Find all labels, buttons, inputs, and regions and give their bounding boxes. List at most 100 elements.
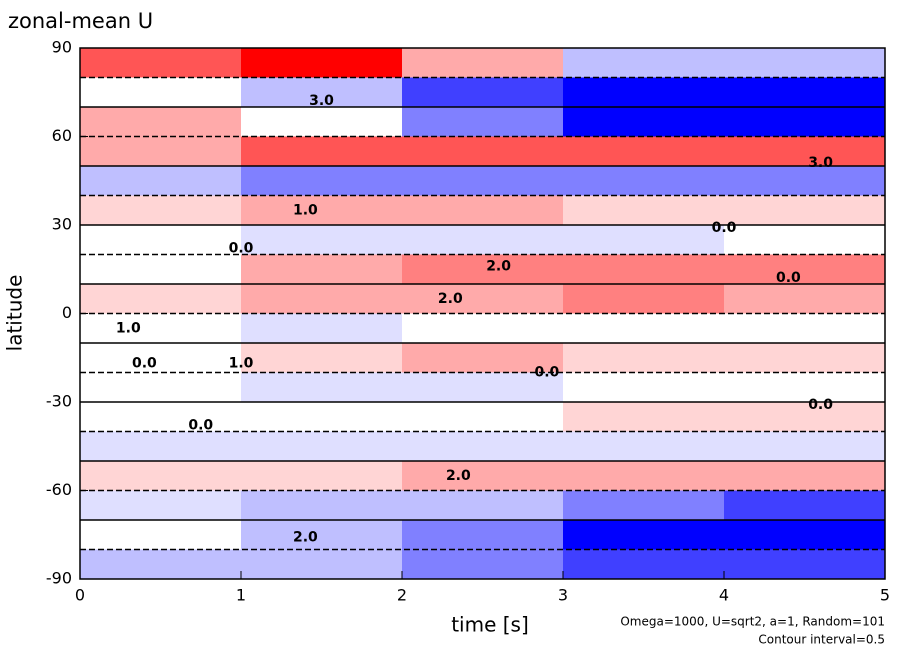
cell — [80, 225, 242, 255]
cell — [724, 520, 886, 550]
cell — [563, 461, 725, 491]
cell — [80, 549, 242, 580]
note: Contour interval=0.5 — [758, 633, 885, 647]
cell — [241, 313, 403, 344]
cell — [80, 136, 242, 167]
cell — [724, 48, 886, 78]
contour-label: 0.0 — [132, 356, 157, 372]
cell — [241, 520, 403, 550]
x-tick-label: 0 — [75, 586, 85, 605]
cell — [241, 284, 403, 314]
cell — [563, 343, 725, 373]
cell — [80, 372, 242, 403]
x-tick-label: 1 — [236, 586, 246, 605]
cell — [241, 195, 403, 226]
cell — [724, 431, 886, 462]
cell — [563, 48, 725, 78]
cell — [80, 77, 242, 108]
cell — [402, 343, 564, 373]
cell — [80, 402, 242, 432]
y-tick-label: 60 — [52, 126, 72, 145]
cell — [80, 48, 242, 78]
cell — [563, 313, 725, 344]
x-tick-label: 4 — [719, 586, 729, 605]
cell — [402, 107, 564, 137]
y-tick-label: 0 — [62, 303, 72, 322]
cell — [724, 77, 886, 108]
cell — [80, 195, 242, 226]
cell — [241, 225, 403, 255]
cell — [402, 77, 564, 108]
cell — [724, 549, 886, 580]
cell — [563, 490, 725, 521]
cell — [563, 284, 725, 314]
cell — [563, 136, 725, 167]
cell — [724, 136, 886, 167]
cell — [241, 402, 403, 432]
contour-label: 2.0 — [293, 530, 318, 546]
cell — [724, 402, 886, 432]
cell — [241, 107, 403, 137]
cell — [724, 372, 886, 403]
contour-label: 0.0 — [712, 220, 737, 236]
cell — [563, 549, 725, 580]
x-tick-label: 3 — [558, 586, 568, 605]
contour-label: 2.0 — [446, 468, 471, 484]
contour-label: 1.0 — [229, 356, 254, 372]
cell — [80, 313, 242, 344]
cell — [241, 254, 403, 285]
y-tick-label: 90 — [52, 38, 72, 57]
cell — [402, 254, 564, 285]
cell — [563, 77, 725, 108]
cell — [724, 107, 886, 137]
cell — [402, 136, 564, 167]
cell — [402, 166, 564, 196]
contour-label: 0.0 — [808, 397, 833, 413]
cell — [402, 225, 564, 255]
cell — [402, 402, 564, 432]
x-axis-label: time [s] — [451, 613, 529, 637]
cell — [563, 431, 725, 462]
cell — [80, 520, 242, 550]
y-tick-label: 30 — [52, 215, 72, 234]
cell — [80, 284, 242, 314]
contour-label: 2.0 — [438, 291, 463, 307]
cell — [80, 107, 242, 137]
cell — [724, 166, 886, 196]
cell — [241, 372, 403, 403]
cell — [563, 402, 725, 432]
cell — [724, 490, 886, 521]
x-tick-label: 2 — [397, 586, 407, 605]
contour-label: 0.0 — [776, 270, 801, 286]
cell — [241, 166, 403, 196]
y-tick-label: -30 — [46, 392, 72, 411]
cell — [241, 461, 403, 491]
chart-title: zonal-mean U — [8, 9, 153, 33]
cell — [563, 254, 725, 285]
contour-label: 0.0 — [229, 241, 254, 257]
contour-label: 3.0 — [808, 155, 833, 171]
cell — [80, 254, 242, 285]
cell — [402, 48, 564, 78]
x-tick-label: 5 — [880, 586, 890, 605]
cell — [724, 284, 886, 314]
note: Omega=1000, U=sqrt2, a=1, Random=101 — [620, 615, 885, 629]
contour-label: 2.0 — [486, 258, 511, 274]
cell — [402, 372, 564, 403]
cell — [724, 254, 886, 285]
contour-label: 1.0 — [116, 320, 141, 336]
cell — [724, 343, 886, 373]
contour-label: 0.0 — [534, 365, 559, 381]
cell — [724, 225, 886, 255]
cell — [80, 490, 242, 521]
y-tick-label: -90 — [46, 569, 72, 588]
cell — [241, 77, 403, 108]
cell — [563, 195, 725, 226]
cell — [241, 431, 403, 462]
cell — [563, 372, 725, 403]
cell — [724, 313, 886, 344]
cell — [402, 490, 564, 521]
cell — [80, 343, 242, 373]
cell — [402, 549, 564, 580]
